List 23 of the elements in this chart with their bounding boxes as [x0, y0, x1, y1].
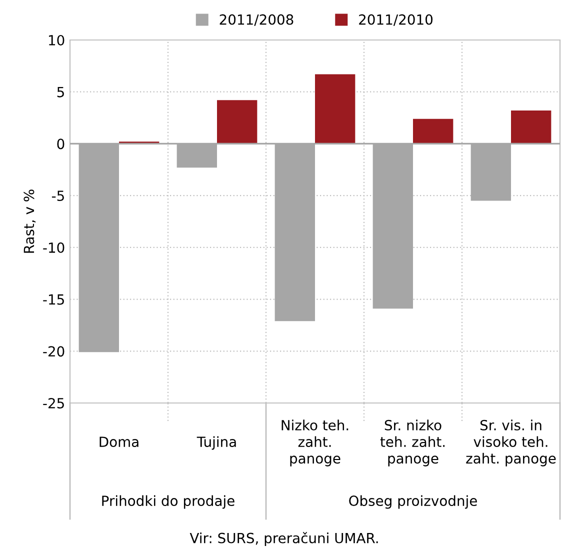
- x-tick-label: Doma: [100, 436, 138, 448]
- y-tick-label: 0: [57, 138, 64, 150]
- y-axis-title: Rast, v %: [24, 190, 36, 253]
- text: Obseg proizvodnje: [349, 495, 477, 509]
- x-tick-label: Tujina: [196, 436, 236, 450]
- y-tick-label: -10: [43, 242, 64, 253]
- text: Vir: SURS, preračuni UMAR.: [190, 532, 378, 546]
- x-tick-label: Nizko teh. zaht. panoge: [282, 420, 348, 466]
- legend-label: 2011/2008: [220, 14, 294, 26]
- y-tick-label: -5: [52, 190, 64, 202]
- x-tick-label: Sr. vis. in visoko teh. zaht. panoge: [466, 420, 556, 466]
- y-tick-label: 5: [57, 87, 64, 98]
- bar: [413, 118, 454, 144]
- text: Prihodki do prodaje: [102, 495, 234, 509]
- legend-label: 2011/2010: [359, 14, 433, 26]
- y-tick-label: -20: [43, 346, 64, 357]
- y-tick-label: -25: [43, 398, 64, 408]
- y-tick-label: -15: [43, 294, 64, 305]
- x-tick-label: Sr. nizko teh. zaht. panoge: [380, 420, 445, 466]
- y-tick-label: 10: [48, 34, 64, 46]
- bar: [217, 100, 258, 144]
- bar: [315, 74, 356, 144]
- bar: [511, 110, 552, 144]
